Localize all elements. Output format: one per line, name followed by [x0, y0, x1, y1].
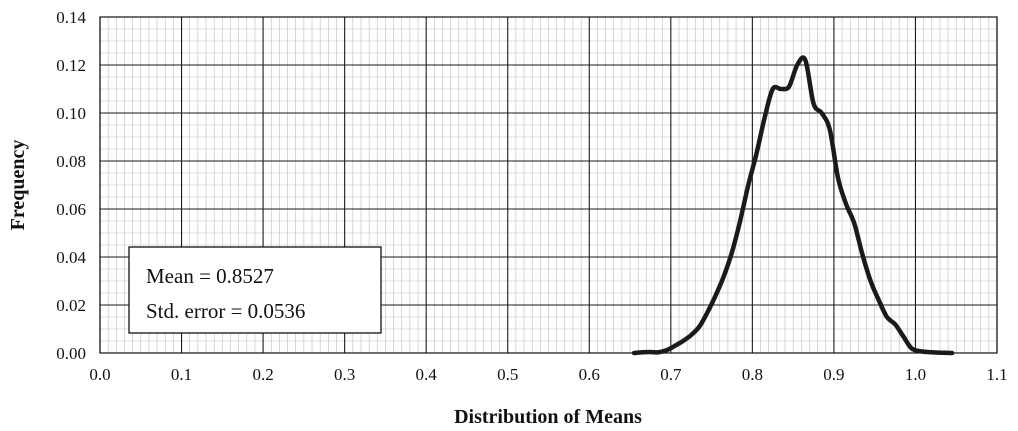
x-tick-label: 0.9	[823, 365, 844, 384]
y-tick-label: 0.06	[56, 200, 86, 219]
x-tick-label: 0.1	[171, 365, 192, 384]
x-tick-label: 0.4	[416, 365, 438, 384]
data-point	[739, 220, 742, 223]
data-point	[910, 347, 913, 350]
data-point	[657, 351, 660, 354]
x-tick-label: 0.7	[660, 365, 682, 384]
data-point	[673, 344, 676, 347]
data-point	[820, 112, 823, 115]
data-point	[706, 311, 709, 314]
data-point	[730, 251, 733, 254]
data-point	[926, 351, 929, 354]
data-point	[682, 340, 685, 343]
data-point	[951, 352, 954, 355]
y-axis-title: Frequency	[7, 140, 29, 231]
data-point	[885, 316, 888, 319]
data-point	[698, 325, 701, 328]
data-point	[828, 128, 831, 131]
y-tick-label: 0.10	[56, 104, 86, 123]
data-point	[755, 152, 758, 155]
data-point	[877, 299, 880, 302]
y-tick-labels: 0.00 0.02 0.04 0.06 0.08 0.10 0.12 0.14	[56, 8, 86, 363]
x-tick-label: 0.8	[742, 365, 763, 384]
data-point	[853, 222, 856, 225]
data-point	[796, 64, 799, 67]
x-tick-label: 0.3	[334, 365, 355, 384]
x-tick-label: 0.0	[89, 365, 110, 384]
stats-annotation-box: Mean = 0.8527 Std. error = 0.0536	[128, 246, 382, 334]
x-tick-label: 0.5	[497, 365, 518, 384]
data-point	[812, 102, 815, 105]
data-point	[641, 351, 644, 354]
distribution-curve	[631, 55, 955, 356]
y-tick-label: 0.12	[56, 56, 86, 75]
data-point	[918, 350, 921, 353]
data-point	[747, 184, 750, 187]
data-point	[763, 116, 766, 119]
data-point	[714, 294, 717, 297]
data-point	[722, 275, 725, 278]
data-point	[861, 253, 864, 256]
data-point	[934, 351, 937, 354]
y-tick-label: 0.04	[56, 248, 86, 267]
y-tick-label: 0.08	[56, 152, 86, 171]
y-tick-label: 0.00	[56, 344, 86, 363]
data-point	[779, 88, 782, 91]
data-point	[942, 351, 945, 354]
data-point	[894, 323, 897, 326]
annotation-frame	[128, 246, 382, 334]
data-point	[845, 203, 848, 206]
data-point	[902, 335, 905, 338]
data-point	[665, 349, 668, 352]
data-point	[633, 352, 636, 355]
x-axis-title: Distribution of Means	[454, 406, 642, 428]
data-point	[869, 280, 872, 283]
y-tick-label: 0.02	[56, 296, 86, 315]
std-error-label: Std. error = 0.0536	[146, 299, 305, 323]
x-tick-label: 1.1	[986, 365, 1007, 384]
y-tick-label: 0.14	[56, 8, 86, 27]
data-point	[836, 176, 839, 179]
x-tick-labels: 0.0 0.1 0.2 0.3 0.4 0.5 0.6 0.7 0.8 0.9 1.0 1.1	[89, 365, 1007, 384]
x-tick-label: 0.2	[252, 365, 273, 384]
mean-label: Mean = 0.8527	[146, 264, 274, 288]
data-point	[804, 59, 807, 62]
data-point	[771, 88, 774, 91]
x-tick-label: 0.6	[579, 365, 600, 384]
x-tick-label: 1.0	[905, 365, 926, 384]
data-point	[788, 85, 791, 88]
plot-frame	[99, 16, 998, 354]
data-point	[649, 351, 652, 354]
data-point	[690, 334, 693, 337]
